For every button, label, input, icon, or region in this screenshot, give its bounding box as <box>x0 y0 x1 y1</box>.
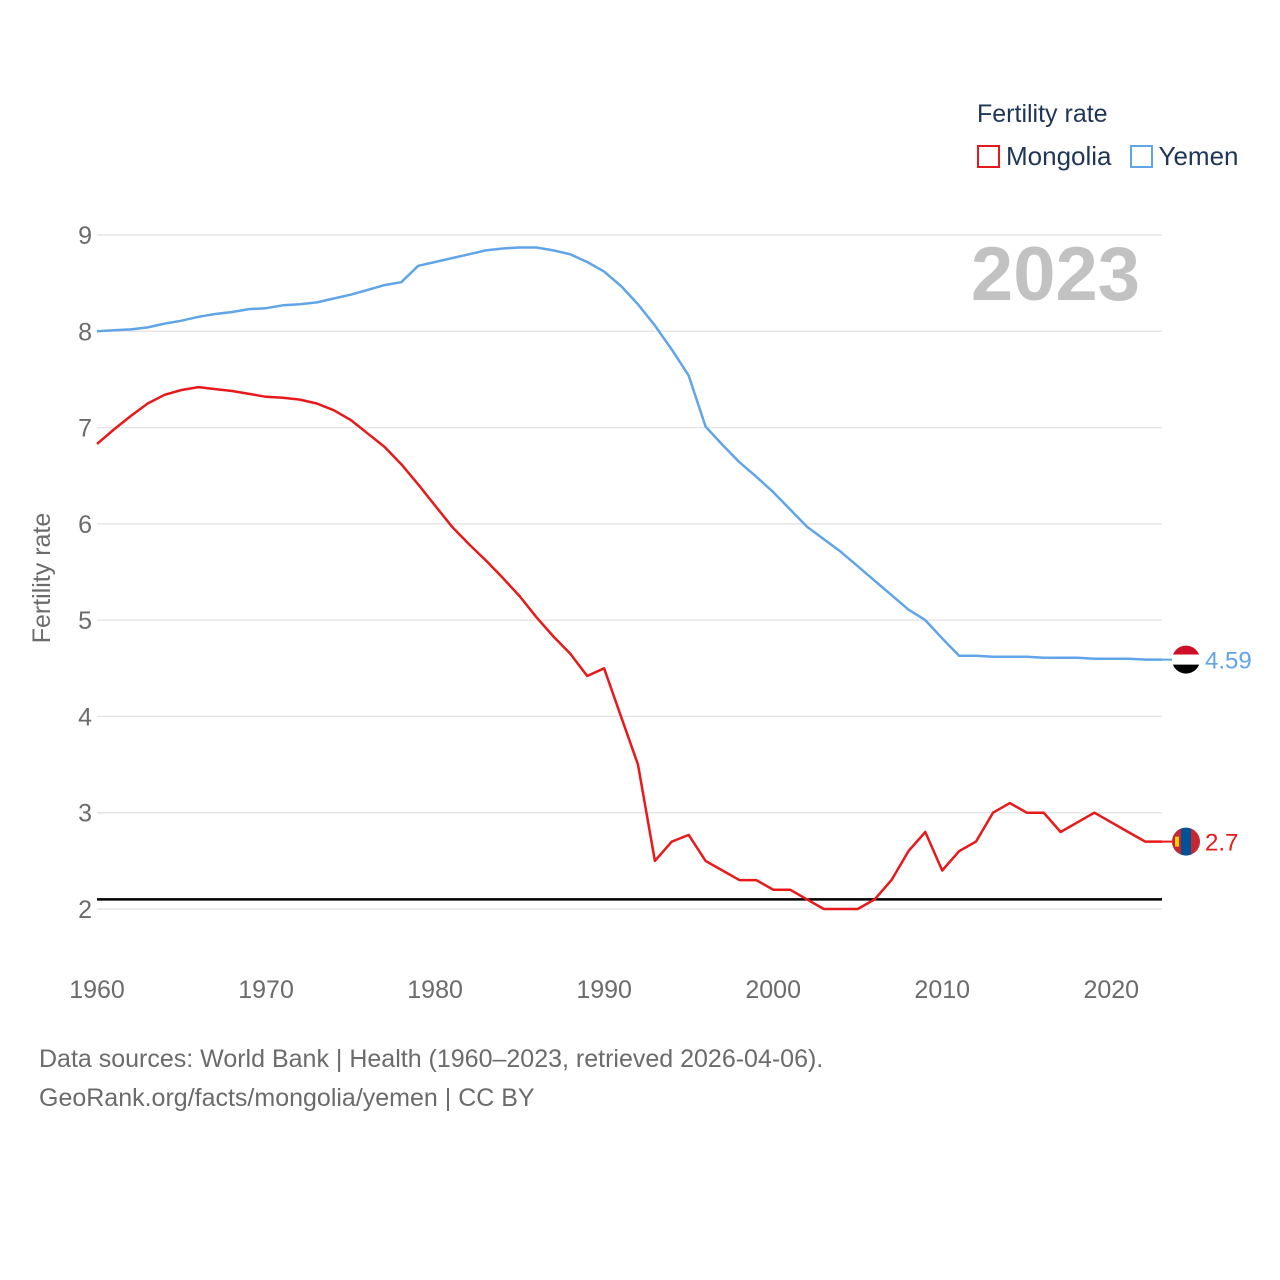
mongolia-end-value: 2.7 <box>1205 830 1238 857</box>
legend-swatch-mongolia <box>977 145 1000 168</box>
y-tick-label: 9 <box>78 222 92 250</box>
legend-item-yemen[interactable]: Yemen <box>1129 141 1239 172</box>
y-axis-label: Fertility rate <box>28 513 56 644</box>
x-tick-label: 1960 <box>69 976 125 1004</box>
y-tick-label: 8 <box>78 318 92 346</box>
yemen-flag-icon <box>1172 645 1200 674</box>
x-tick-label: 2000 <box>745 976 801 1004</box>
y-tick-label: 2 <box>78 896 92 924</box>
x-tick-label: 2020 <box>1083 976 1139 1004</box>
y-tick-label: 5 <box>78 607 92 635</box>
legend-item-mongolia[interactable]: Mongolia <box>977 141 1112 172</box>
y-tick-label: 3 <box>78 800 92 828</box>
series-lines <box>96 246 1172 911</box>
legend-title: Fertility rate <box>977 100 1108 128</box>
year-watermark: 2023 <box>971 232 1140 317</box>
x-tick-label: 1980 <box>407 976 463 1004</box>
mongolia-flag-icon <box>1172 827 1200 856</box>
x-tick-label: 1970 <box>238 976 294 1004</box>
legend: Mongolia Yemen <box>977 141 1257 172</box>
data-sources-text: Data sources: World Bank | Health (1960–… <box>39 1045 824 1073</box>
legend-label-yemen: Yemen <box>1158 141 1239 171</box>
x-tick-label: 2010 <box>914 976 970 1004</box>
y-tick-label: 6 <box>78 511 92 539</box>
y-tick-label: 7 <box>78 415 92 443</box>
yemen-end-value: 4.59 <box>1205 648 1252 675</box>
y-axis-ticks: 2 3 4 5 6 7 8 9 <box>78 222 92 924</box>
x-axis-ticks: 1960 1970 1980 1990 2000 2010 2020 <box>69 976 1139 1004</box>
grid <box>97 234 1162 910</box>
series-line-mongolia <box>96 385 1162 911</box>
attribution-link[interactable]: GeoRank.org/facts/mongolia/yemen | CC BY <box>39 1084 535 1112</box>
legend-label-mongolia: Mongolia <box>1006 141 1112 171</box>
series-line-yemen <box>96 246 1162 661</box>
x-tick-label: 1990 <box>576 976 632 1004</box>
legend-swatch-yemen <box>1129 145 1153 168</box>
y-tick-label: 4 <box>78 703 92 731</box>
